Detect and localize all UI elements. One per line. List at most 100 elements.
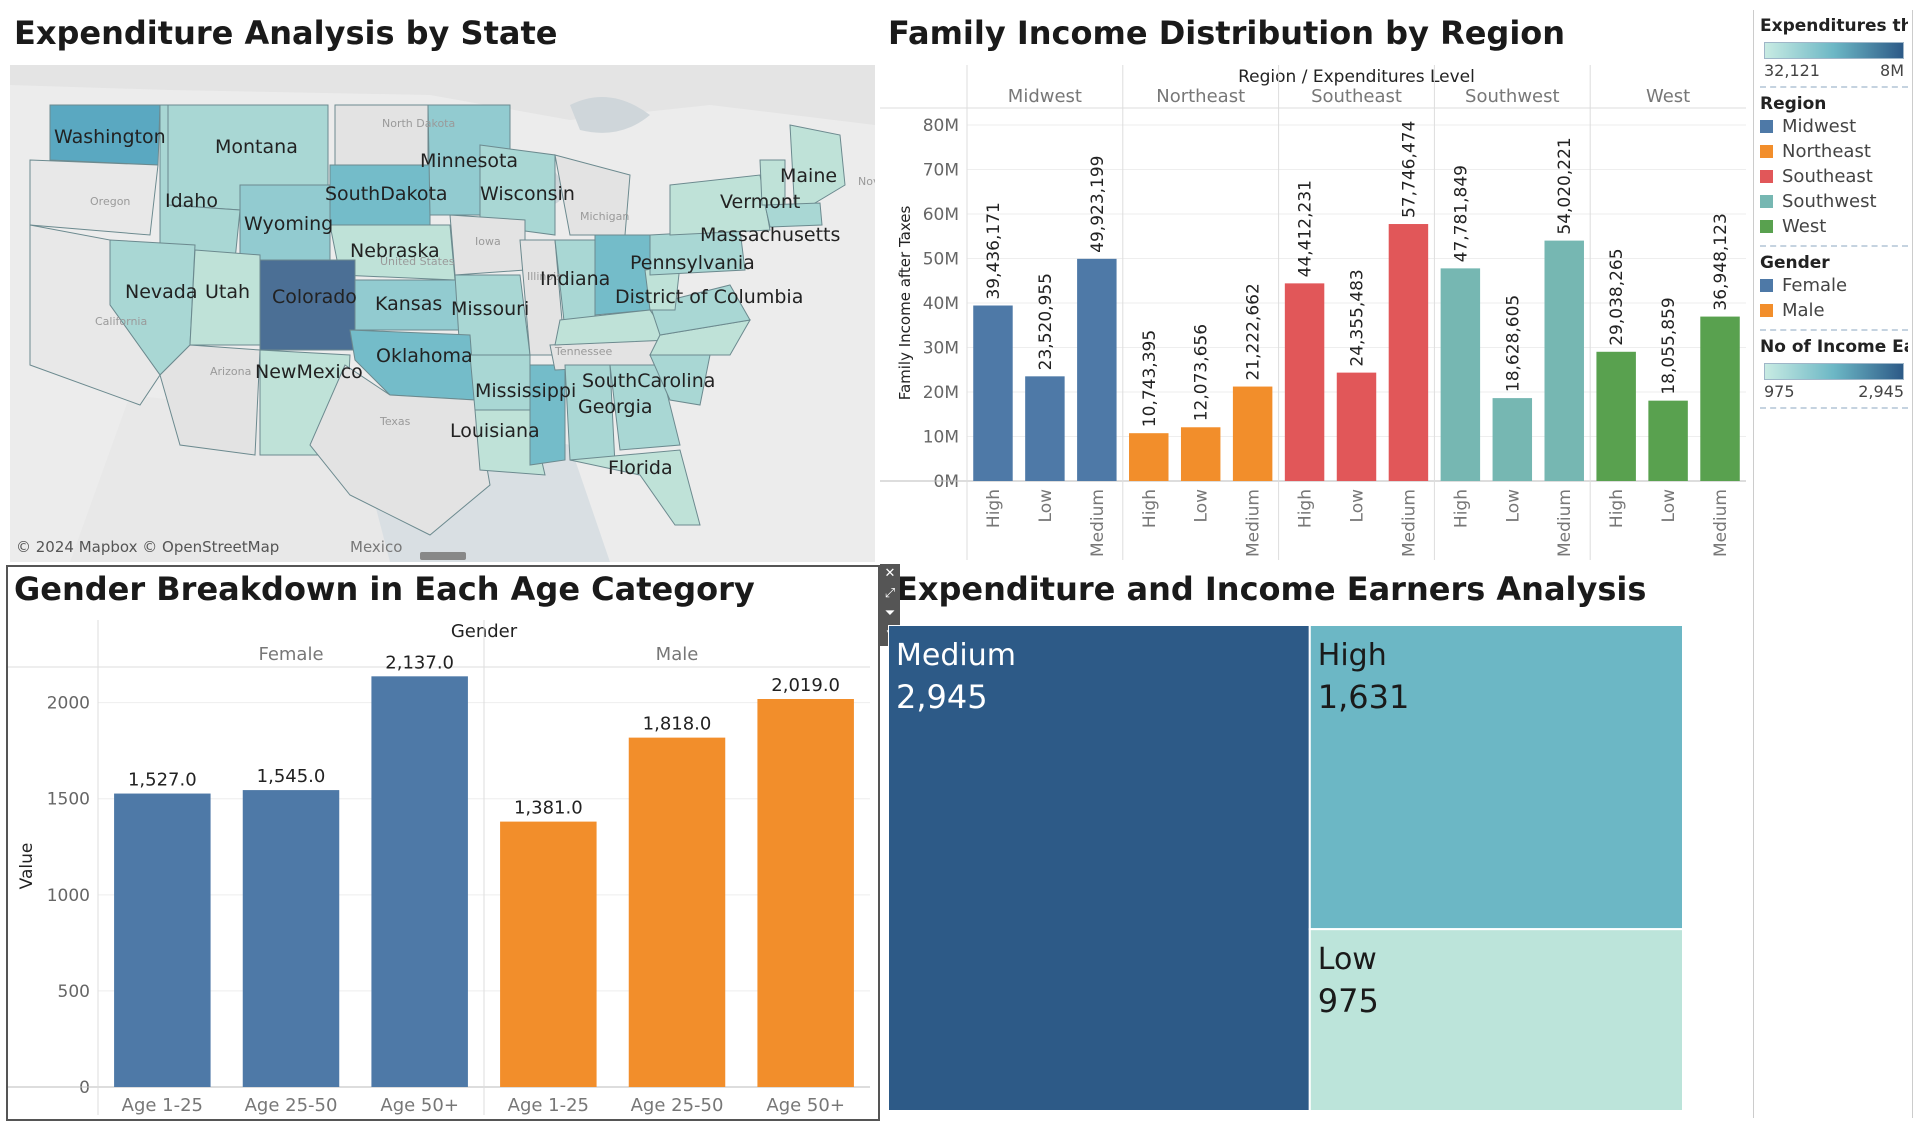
panel-resize-handle[interactable] (420, 552, 466, 560)
state-michigan[interactable] (554, 154, 631, 236)
bar-value-label: 2,019.0 (771, 675, 840, 696)
state-label-indiana: Indiana (540, 268, 610, 290)
legend-expenditures-min: 32,121 (1764, 61, 1820, 80)
state-label-georgia: Georgia (578, 396, 653, 418)
treemap-cell-medium[interactable] (888, 625, 1311, 1111)
filter-icon[interactable]: ⏷ (884, 606, 896, 621)
legend-earners-max: 2,945 (1858, 382, 1904, 401)
legend-region-list: Midwest Northeast Southeast Southwest West (1760, 114, 1908, 239)
legend-gender-swatch (1760, 279, 1773, 292)
legend-gender-title[interactable]: Gender (1760, 253, 1830, 273)
legend-panel: Expenditures thi... 32,121 8M Region Mid… (1753, 10, 1913, 1118)
bar-midwest-high[interactable] (973, 305, 1013, 481)
legend-earners-title[interactable]: No of Income Ea... (1760, 337, 1908, 357)
legend-region-swatch (1760, 170, 1773, 183)
bar-female-age-25-50[interactable] (242, 790, 340, 1087)
state-label-louisiana: Louisiana (450, 420, 540, 442)
bar-midwest-low[interactable] (1025, 376, 1065, 481)
x-tick-label: Age 50+ (766, 1095, 845, 1115)
legend-region-title[interactable]: Region (1760, 94, 1827, 114)
state-label-nebraska: Nebraska (350, 240, 440, 262)
bar-female-age-1-25[interactable] (114, 793, 211, 1087)
state-label-nevada: Nevada (125, 281, 198, 303)
legend-earners-gradient (1764, 363, 1904, 380)
legend-region-midwest[interactable]: Midwest (1760, 114, 1908, 139)
bar-southeast-high[interactable] (1284, 283, 1325, 481)
state-louisiana[interactable] (474, 409, 546, 476)
legend-expenditures-max: 8M (1880, 61, 1904, 80)
state-virginia[interactable] (649, 284, 751, 336)
bar-southeast-medium[interactable] (1388, 224, 1429, 481)
y-tick-label: 10M (923, 428, 959, 448)
expand-icon[interactable]: ⤢ (884, 586, 896, 601)
x-tick-label: High (1140, 489, 1160, 528)
state-wisconsin[interactable] (479, 144, 556, 236)
legend-region-west[interactable]: West (1760, 214, 1908, 239)
legend-expenditures-title[interactable]: Expenditures thi... (1760, 16, 1908, 36)
y-tick-label: 80M (923, 116, 959, 136)
bar-northeast-low[interactable] (1180, 427, 1221, 481)
bar-value-label: 44,412,231 (1296, 180, 1316, 277)
bar-west-high[interactable] (1596, 351, 1636, 481)
state-label-south-carolina: SouthCarolina (582, 370, 715, 392)
state-maine[interactable] (789, 124, 846, 216)
state-georgia[interactable] (609, 364, 681, 451)
age-chart-frame[interactable] (6, 565, 880, 1121)
earners-treemap[interactable]: Medium 2,945 High 1,631 Low 975 (888, 625, 1683, 1111)
state-label-south-dakota: SouthDakota (325, 183, 448, 205)
x-tick-label: Low (1503, 489, 1523, 523)
legend-region-southeast[interactable]: Southeast (1760, 164, 1908, 189)
state-north-dakota[interactable] (334, 104, 429, 166)
ghost-label-tennessee: Tennessee (554, 345, 613, 358)
bar-northeast-medium[interactable] (1232, 386, 1273, 481)
bar-midwest-medium[interactable] (1077, 258, 1117, 481)
ghost-label-michigan: Michigan (580, 210, 629, 223)
bar-value-label: 23,520,955 (1036, 273, 1056, 370)
legend-region-label: Southeast (1782, 166, 1873, 187)
x-tick-label: Medium (1555, 489, 1575, 557)
close-icon[interactable]: ✕ (884, 566, 896, 581)
age-bar-chart[interactable]: GenderValue0500100015002000Female1,527.0… (8, 615, 878, 1115)
legend-gender-male[interactable]: Male (1760, 298, 1908, 323)
x-tick-label: Medium (1088, 489, 1108, 557)
state-map[interactable]: North Dakota Oregon Iowa Illinois Michig… (10, 65, 875, 562)
state-massachusetts[interactable] (764, 202, 823, 228)
state-new-york[interactable] (669, 174, 771, 236)
x-tick-label: Age 1-25 (508, 1095, 589, 1115)
legend-gender-female[interactable]: Female (1760, 273, 1908, 298)
map-attribution[interactable]: © 2024 Mapbox © OpenStreetMap (16, 538, 280, 556)
bar-southwest-high[interactable] (1440, 268, 1481, 481)
legend-region-southwest[interactable]: Southwest (1760, 189, 1908, 214)
state-arizona[interactable] (159, 344, 261, 456)
legend-region-label: West (1782, 216, 1827, 237)
state-label-pennsylvania: Pennsylvania (630, 252, 755, 274)
legend-region-northeast[interactable]: Northeast (1760, 139, 1908, 164)
bar-west-low[interactable] (1648, 400, 1688, 481)
legend-gender-label: Male (1782, 300, 1825, 321)
bar-southeast-low[interactable] (1336, 372, 1377, 481)
state-label-utah: Utah (205, 281, 250, 303)
bar-female-age-50+[interactable] (371, 676, 468, 1087)
state-label-colorado: Colorado (272, 286, 357, 308)
state-texas[interactable] (309, 364, 491, 536)
legend-region-swatch (1760, 195, 1773, 208)
bar-male-age-25-50[interactable] (628, 737, 726, 1087)
legend-region-swatch (1760, 220, 1773, 233)
region-bar-chart[interactable]: Region / Expenditures Level Family Income… (880, 60, 1750, 560)
y-tick-label: 60M (923, 205, 959, 225)
treemap-label: Low (1318, 942, 1377, 977)
bar-northeast-high[interactable] (1129, 433, 1169, 481)
state-florida[interactable] (569, 449, 701, 526)
group-label-female: Female (258, 644, 323, 665)
bar-southwest-medium[interactable] (1544, 240, 1584, 481)
bar-west-medium[interactable] (1700, 316, 1740, 481)
bar-male-age-50+[interactable] (757, 699, 854, 1087)
bar-southwest-low[interactable] (1492, 398, 1533, 481)
treemap-cell-low[interactable] (1308, 928, 1683, 1111)
us-map-svg[interactable]: North Dakota Oregon Iowa Illinois Michig… (10, 65, 875, 562)
state-mississippi[interactable] (529, 364, 566, 466)
ghost-label-oregon: Oregon (90, 195, 130, 208)
x-tick-label: Low (1348, 489, 1368, 523)
bar-value-label: 49,923,199 (1088, 155, 1108, 252)
bar-male-age-1-25[interactable] (500, 821, 597, 1087)
